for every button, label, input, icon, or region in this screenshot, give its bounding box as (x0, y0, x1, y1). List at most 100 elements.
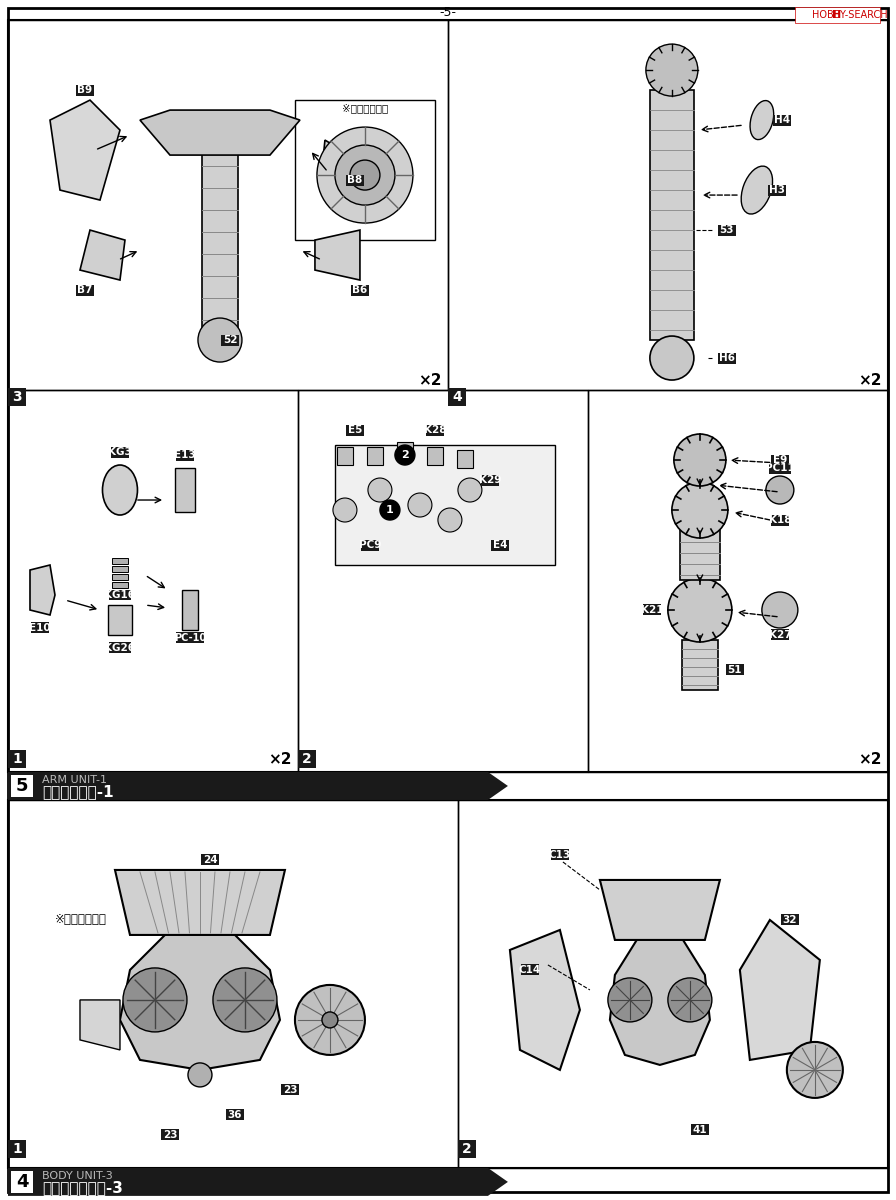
Bar (481, 474, 499, 486)
Bar (8, 390, 298, 772)
Polygon shape (108, 605, 132, 635)
Text: BODY UNIT-3: BODY UNIT-3 (42, 1171, 113, 1181)
Text: E13: E13 (174, 450, 196, 460)
Bar (161, 1129, 179, 1140)
Text: KG3: KG3 (108, 448, 132, 457)
Text: H4: H4 (774, 115, 790, 125)
Circle shape (646, 44, 698, 96)
Circle shape (380, 500, 400, 520)
Text: 51: 51 (728, 665, 742, 674)
Bar (771, 515, 788, 526)
Polygon shape (682, 640, 718, 690)
Text: E10: E10 (30, 623, 51, 632)
Circle shape (438, 508, 462, 532)
Bar (551, 850, 569, 860)
Text: H3: H3 (769, 185, 785, 196)
Bar (201, 854, 219, 865)
Bar (8, 800, 888, 1168)
Text: 41: 41 (693, 1124, 707, 1135)
Text: 1: 1 (13, 1142, 22, 1156)
Bar (769, 462, 791, 474)
Bar (109, 589, 131, 600)
Text: 腕の組み立て-1: 腕の組み立て-1 (42, 784, 114, 799)
Bar (182, 590, 198, 630)
Polygon shape (30, 565, 55, 614)
Text: ARM UNIT-1: ARM UNIT-1 (42, 775, 107, 785)
Polygon shape (202, 150, 238, 330)
Text: PC-10: PC-10 (174, 632, 206, 643)
Bar (112, 582, 128, 588)
Circle shape (395, 445, 415, 466)
Bar (397, 442, 413, 460)
Text: 3: 3 (13, 390, 22, 404)
Bar (351, 284, 369, 295)
Bar (8, 388, 26, 406)
Text: E5: E5 (348, 425, 362, 436)
Text: HOBBY-SEARCH: HOBBY-SEARCH (812, 10, 888, 20)
Text: K21: K21 (641, 605, 663, 614)
Bar (426, 425, 444, 436)
Bar (281, 1085, 299, 1096)
Bar (109, 642, 131, 654)
Bar (795, 7, 880, 23)
Text: 4: 4 (452, 390, 461, 404)
Polygon shape (510, 930, 580, 1070)
Text: E9: E9 (772, 455, 787, 466)
Circle shape (213, 968, 277, 1032)
Bar (691, 1124, 709, 1135)
Circle shape (322, 1012, 338, 1028)
Bar (76, 84, 94, 96)
Circle shape (198, 318, 242, 362)
Bar (31, 623, 49, 634)
Text: 2: 2 (302, 752, 312, 766)
Text: K18: K18 (769, 515, 791, 526)
Text: 胴体の組み立て-3: 胴体の組み立て-3 (42, 1180, 123, 1195)
Text: 1: 1 (13, 752, 22, 766)
Text: C13: C13 (549, 850, 571, 860)
Bar (112, 566, 128, 572)
Text: C14: C14 (519, 965, 541, 974)
Bar (448, 20, 888, 390)
Text: KG16: KG16 (105, 590, 135, 600)
Bar (718, 224, 736, 235)
Polygon shape (320, 140, 350, 196)
Circle shape (188, 1063, 212, 1087)
Polygon shape (80, 230, 125, 280)
Bar (458, 1140, 476, 1158)
Text: H: H (832, 10, 841, 20)
Polygon shape (740, 920, 820, 1060)
Bar (112, 574, 128, 580)
Polygon shape (315, 230, 360, 280)
Bar (771, 455, 788, 466)
Text: 24: 24 (202, 854, 217, 865)
Text: 36: 36 (228, 1110, 242, 1120)
Circle shape (668, 978, 712, 1022)
Text: H6: H6 (719, 353, 735, 364)
Bar (448, 388, 466, 406)
Text: K28: K28 (424, 425, 446, 436)
Circle shape (368, 478, 392, 502)
Circle shape (333, 498, 357, 522)
Text: PC11: PC11 (765, 463, 795, 473)
Polygon shape (680, 530, 719, 580)
Bar (221, 335, 239, 346)
Bar (521, 965, 538, 976)
Bar (111, 446, 129, 457)
Circle shape (607, 978, 652, 1022)
Bar (298, 750, 316, 768)
Text: KG26: KG26 (105, 643, 135, 653)
Text: 2: 2 (462, 1142, 472, 1156)
Text: E4: E4 (493, 540, 507, 550)
Polygon shape (120, 930, 280, 1070)
Bar (337, 448, 353, 466)
Polygon shape (610, 935, 710, 1064)
Ellipse shape (741, 166, 772, 214)
Circle shape (668, 578, 732, 642)
Bar (176, 450, 194, 461)
Circle shape (674, 434, 726, 486)
Text: B9: B9 (77, 85, 92, 95)
Bar (11, 775, 33, 797)
Bar (226, 1110, 244, 1121)
Text: K29: K29 (478, 475, 501, 485)
Bar (346, 425, 364, 436)
